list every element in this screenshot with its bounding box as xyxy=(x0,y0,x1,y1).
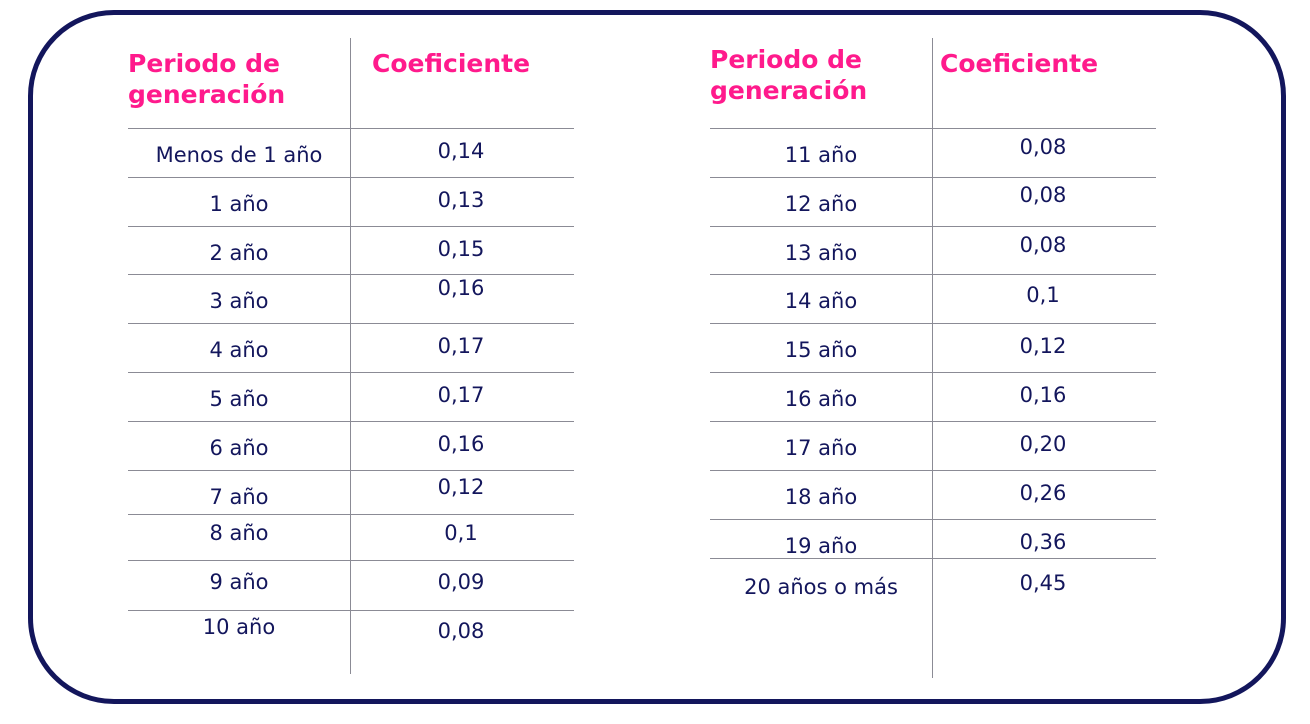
table-row: 5 año 0,17 xyxy=(128,372,574,420)
table-row: 1 año 0,13 xyxy=(128,177,574,225)
coefficient-cell: 0,17 xyxy=(437,334,485,358)
period-cell: 10 año xyxy=(202,615,276,639)
rounded-frame xyxy=(28,10,1286,704)
coefficient-cell: 0,20 xyxy=(1019,432,1067,456)
coefficient-cell: 0,14 xyxy=(437,139,485,163)
period-cell: 12 año xyxy=(784,192,858,216)
header-coefficient: Coeficiente xyxy=(372,49,531,78)
table-row: 6 año 0,16 xyxy=(128,421,574,469)
period-cell: Menos de 1 año xyxy=(155,143,323,167)
coefficient-cell: 0,09 xyxy=(437,570,485,594)
coefficient-cell: 0,1 xyxy=(1026,283,1060,307)
coefficient-table-left: Periodo de generación Coeficiente Menos … xyxy=(128,38,574,674)
period-cell: 9 año xyxy=(209,570,269,594)
table-row: 8 año 0,1 xyxy=(128,514,574,562)
period-cell: 6 año xyxy=(209,436,269,460)
period-cell: 14 año xyxy=(784,289,858,313)
table-row: 20 años o más 0,45 xyxy=(710,558,1156,606)
column-divider xyxy=(932,38,933,678)
table-row: 10 año 0,08 xyxy=(128,610,574,658)
coefficient-cell: 0,12 xyxy=(437,475,485,499)
column-divider xyxy=(350,38,351,674)
period-cell: 5 año xyxy=(209,387,269,411)
table-row: 18 año 0,26 xyxy=(710,470,1156,518)
table-row: 7 año 0,12 xyxy=(128,470,574,518)
coefficient-cell: 0,08 xyxy=(437,619,485,643)
table-row: 12 año 0,08 xyxy=(710,177,1156,225)
coefficient-cell: 0,17 xyxy=(437,383,485,407)
coefficient-cell: 0,08 xyxy=(1019,183,1067,207)
coefficient-cell: 0,1 xyxy=(444,521,478,545)
coefficient-cell: 0,26 xyxy=(1019,481,1067,505)
table-row: 11 año 0,08 xyxy=(710,128,1156,176)
table-row: 17 año 0,20 xyxy=(710,421,1156,469)
coefficient-cell: 0,08 xyxy=(1019,233,1067,257)
coefficient-cell: 0,08 xyxy=(1019,135,1067,159)
period-cell: 16 año xyxy=(784,387,858,411)
table-row: Menos de 1 año 0,14 xyxy=(128,128,574,176)
header-coefficient: Coeficiente xyxy=(940,49,1099,78)
period-cell: 1 año xyxy=(209,192,269,216)
coefficient-cell: 0,36 xyxy=(1019,530,1067,554)
period-cell: 4 año xyxy=(209,338,269,362)
period-cell: 13 año xyxy=(784,241,858,265)
period-cell: 3 año xyxy=(209,289,269,313)
coefficient-cell: 0,16 xyxy=(1019,383,1067,407)
header-period: Periodo de generación xyxy=(128,49,286,109)
table-row: 3 año 0,16 xyxy=(128,274,574,322)
coefficient-cell: 0,45 xyxy=(1019,571,1067,595)
table-row: 16 año 0,16 xyxy=(710,372,1156,420)
period-cell: 17 año xyxy=(784,436,858,460)
period-cell: 8 año xyxy=(209,521,269,545)
period-cell: 11 año xyxy=(784,143,858,167)
coefficient-cell: 0,16 xyxy=(437,276,485,300)
period-cell: 2 año xyxy=(209,241,269,265)
coefficient-cell: 0,12 xyxy=(1019,334,1067,358)
table-row: 19 año 0,36 xyxy=(710,519,1156,567)
coefficient-table-right: Periodo de generación Coeficiente 11 año… xyxy=(710,38,1156,678)
period-cell: 15 año xyxy=(784,338,858,362)
coefficient-cell: 0,15 xyxy=(437,237,485,261)
period-cell: 18 año xyxy=(784,485,858,509)
table-row: 2 año 0,15 xyxy=(128,226,574,274)
period-cell: 20 años o más xyxy=(744,575,898,599)
table-row: 15 año 0,12 xyxy=(710,323,1156,371)
period-cell: 7 año xyxy=(209,485,269,509)
table-row: 14 año 0,1 xyxy=(710,274,1156,322)
header-period: Periodo de generación xyxy=(710,45,868,105)
coefficient-cell: 0,13 xyxy=(437,188,485,212)
period-cell: 19 año xyxy=(784,534,858,558)
table-row: 13 año 0,08 xyxy=(710,226,1156,274)
table-row: 4 año 0,17 xyxy=(128,323,574,371)
coefficient-cell: 0,16 xyxy=(437,432,485,456)
table-row: 9 año 0,09 xyxy=(128,560,574,608)
